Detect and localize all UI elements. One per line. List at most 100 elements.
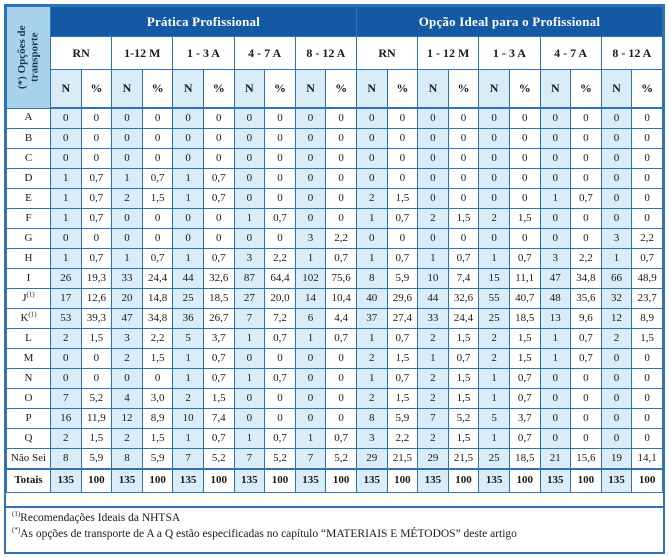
table-cell: 0 (50, 368, 82, 389)
table-cell: 100 (264, 468, 296, 493)
table-cell: 24,4 (141, 268, 174, 289)
table-cell: 0 (508, 168, 541, 189)
table-cell: 2 (417, 388, 449, 409)
table-cell: 0,7 (386, 248, 419, 269)
table-cell: 36 (172, 308, 204, 329)
table-cell: 19 (600, 448, 633, 470)
table-cell: 10 (417, 268, 449, 289)
age-header-1-1: 1 - 12 M (417, 36, 480, 70)
table-cell: 0 (325, 388, 357, 409)
table-cell: 35,6 (570, 288, 602, 309)
table-cell: 0,7 (202, 188, 235, 209)
row-label-totais: Totais (6, 468, 51, 493)
table-cell: 0 (478, 228, 510, 249)
table-cell: 0 (325, 188, 357, 209)
table-cell: 0 (631, 107, 663, 129)
table-cell: 0 (570, 368, 602, 389)
table-cell: 0 (478, 148, 510, 169)
table-cell: 0 (80, 368, 113, 389)
table-cell: 29 (355, 448, 388, 470)
measure-header-n: N (478, 69, 510, 109)
table-cell: 0 (202, 228, 235, 249)
table-cell: 40,7 (508, 288, 541, 309)
table-cell: 0,7 (264, 328, 296, 349)
table-cell: 0 (325, 408, 357, 429)
table-cell: 0,7 (264, 208, 296, 229)
row-label-nosei: Não Sei (6, 448, 51, 470)
table-cell: 0 (233, 107, 266, 129)
table-cell: 55 (478, 288, 510, 309)
table-cell: 135 (355, 468, 388, 493)
table-cell: 40 (355, 288, 388, 309)
table-cell: 1 (355, 208, 388, 229)
table-cell: 2,2 (141, 328, 174, 349)
age-header-1-2: 1 - 3 A (478, 36, 541, 70)
table-cell: 1 (355, 368, 388, 389)
table-cell: 8,9 (141, 408, 174, 429)
footnote-marker: (1) (12, 510, 21, 519)
table-cell: 26,7 (202, 308, 235, 329)
table-cell: 1,5 (141, 188, 174, 209)
table-cell: 1 (233, 428, 266, 449)
table-cell: 87 (233, 268, 266, 289)
table-cell: 0 (325, 107, 357, 129)
table-cell: 48,9 (631, 268, 663, 289)
table-cell: 0 (294, 348, 327, 369)
table-row-l: L 2 1,5 3 2,2 5 3,7 1 0,7 1 0,7 1 0,7 2 1,5 2 1,5 1 0,7 2 1,… (6, 328, 663, 349)
table-cell: 0,7 (264, 428, 296, 449)
table-cell: 0 (539, 128, 572, 149)
table-cell: 135 (50, 468, 82, 493)
measure-header-n: N (233, 69, 266, 109)
table-cell: 0 (539, 208, 572, 229)
row-label-m: M (6, 348, 51, 369)
table-cell: 2 (111, 428, 143, 449)
table-cell: 2 (600, 328, 633, 349)
table-cell: 1 (294, 428, 327, 449)
table-cell: 0 (631, 368, 663, 389)
transport-options-table: (*) Opções de transporte Prática Profiss… (6, 6, 664, 493)
table-cell: 34,8 (570, 268, 602, 289)
table-cell: 0,7 (447, 248, 480, 269)
measure-header-pct: % (325, 69, 357, 109)
table-cell: 0 (233, 348, 266, 369)
table-cell: 100 (325, 468, 357, 493)
table-cell: 32 (600, 288, 633, 309)
table-cell: 64,4 (264, 268, 296, 289)
table-cell: 0,7 (141, 168, 174, 189)
table-cell: 0,7 (508, 428, 541, 449)
table-cell: 1 (417, 348, 449, 369)
row-label-h: H (6, 248, 51, 269)
table-cell: 12,6 (80, 288, 113, 309)
table-cell: 0 (355, 148, 388, 169)
table-cell: 1 (111, 248, 143, 269)
table-cell: 0 (264, 408, 296, 429)
table-cell: 102 (294, 268, 327, 289)
table-cell: 2 (417, 368, 449, 389)
table-cell: 0 (264, 107, 296, 129)
table-cell: 2 (111, 188, 143, 209)
table-cell: 1 (172, 188, 204, 209)
table-cell: 0 (539, 428, 572, 449)
table-cell: 135 (111, 468, 143, 493)
table-cell: 6 (294, 308, 327, 329)
table-cell: 1,5 (447, 208, 480, 229)
table-cell: 18,5 (508, 308, 541, 329)
table-cell: 14,8 (141, 288, 174, 309)
table-cell: 2,2 (631, 228, 663, 249)
table-cell: 0,7 (141, 248, 174, 269)
table-cell: 18,5 (508, 448, 541, 470)
table-cell: 0 (294, 128, 327, 149)
table-cell: 0 (111, 228, 143, 249)
table-cell: 25 (478, 448, 510, 470)
table-cell: 0,7 (202, 368, 235, 389)
table-cell: 2 (355, 188, 388, 209)
table-cell: 1 (172, 348, 204, 369)
row-label-n: N (6, 368, 51, 389)
table-cell: 2 (417, 428, 449, 449)
table-row-p: P 16 11,9 12 8,9 10 7,4 0 0 0 0 8 5,9 7 5,2 5 3,7 0 0 0 0 (6, 408, 663, 429)
table-cell: 2 (478, 348, 510, 369)
table-cell: 8 (111, 448, 143, 470)
table-cell: 0 (264, 168, 296, 189)
table-cell: 0 (631, 148, 663, 169)
